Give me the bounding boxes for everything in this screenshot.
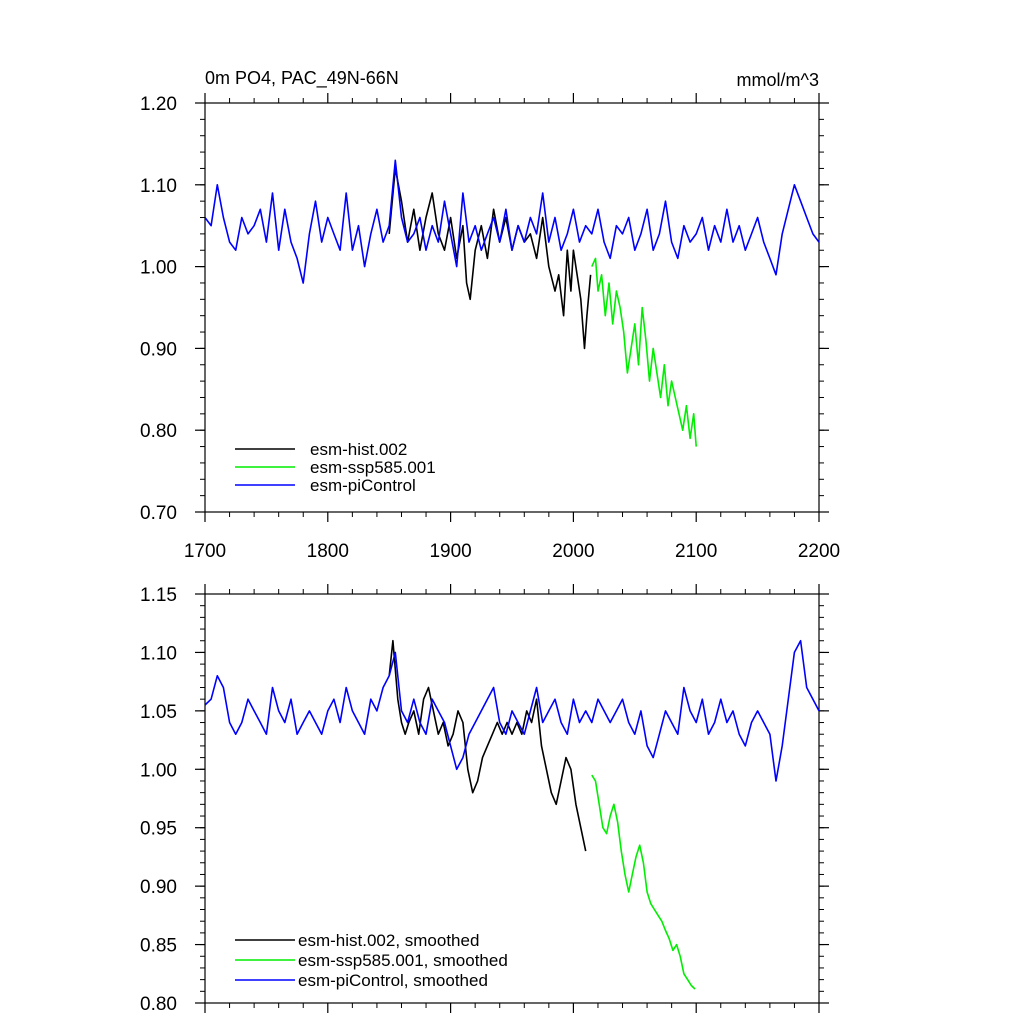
legend-label: esm-piControl bbox=[310, 476, 416, 495]
y-tick-label: 0.95 bbox=[140, 819, 177, 840]
series-line-esm-hist-002 bbox=[388, 167, 592, 350]
legend-label: esm-piControl, smoothed bbox=[298, 971, 488, 990]
chart-title: 0m PO4, PAC_49N-66N bbox=[205, 68, 399, 89]
x-tick-label: 1700 bbox=[184, 541, 226, 562]
y-tick-label: 1.00 bbox=[140, 760, 177, 781]
x-tick-label: 2100 bbox=[675, 541, 717, 562]
y-tick-label: 1.10 bbox=[140, 176, 177, 197]
units-label: mmol/m^3 bbox=[737, 70, 819, 90]
y-tick-label: 0.90 bbox=[140, 877, 177, 898]
series-line-esm-picontrol-smoothed bbox=[205, 639, 819, 782]
y-tick-label: 0.80 bbox=[140, 994, 177, 1015]
x-tick-label: 2200 bbox=[798, 541, 840, 562]
y-tick-label: 1.20 bbox=[140, 94, 177, 115]
bottom-panel: 0.80 0.85 0.90 0.95 1.00 1.05 1.10 1.15 esm-hist… bbox=[140, 584, 829, 1015]
y-tick-label: 1.05 bbox=[140, 702, 177, 723]
legend-label: esm-ssp585.001 bbox=[310, 458, 436, 477]
series-line-esm-ssp585-001-smoothed bbox=[591, 774, 696, 990]
y-tick-label: 1.00 bbox=[140, 258, 177, 279]
y-tick-label: 0.80 bbox=[140, 421, 177, 442]
y-tick-label: 1.15 bbox=[140, 585, 177, 606]
series-line-esm-ssp585-001 bbox=[591, 257, 697, 447]
y-tick-label: 0.85 bbox=[140, 936, 177, 957]
series-line-esm-hist-002-smoothed bbox=[388, 639, 587, 852]
y-tick-label: 0.90 bbox=[140, 339, 177, 360]
series-line-esm-picontrol bbox=[205, 159, 819, 284]
plot-frame bbox=[204, 102, 820, 513]
plot-frame bbox=[204, 593, 820, 1004]
legend-label: esm-ssp585.001, smoothed bbox=[298, 951, 508, 970]
x-tick-label: 1900 bbox=[429, 541, 471, 562]
legend-label: esm-hist.002 bbox=[310, 440, 407, 459]
legend-label: esm-hist.002, smoothed bbox=[298, 931, 479, 950]
x-tick-label: 2000 bbox=[552, 541, 594, 562]
y-tick-label: 0.70 bbox=[140, 503, 177, 524]
series-group bbox=[205, 159, 819, 447]
series-group bbox=[205, 639, 819, 990]
top-panel: 0m PO4, PAC_49N-66N mmol/m^3 0.70 0.80 0.9… bbox=[140, 68, 840, 562]
y-tick-label: 1.10 bbox=[140, 643, 177, 664]
x-tick-label: 1800 bbox=[307, 541, 349, 562]
